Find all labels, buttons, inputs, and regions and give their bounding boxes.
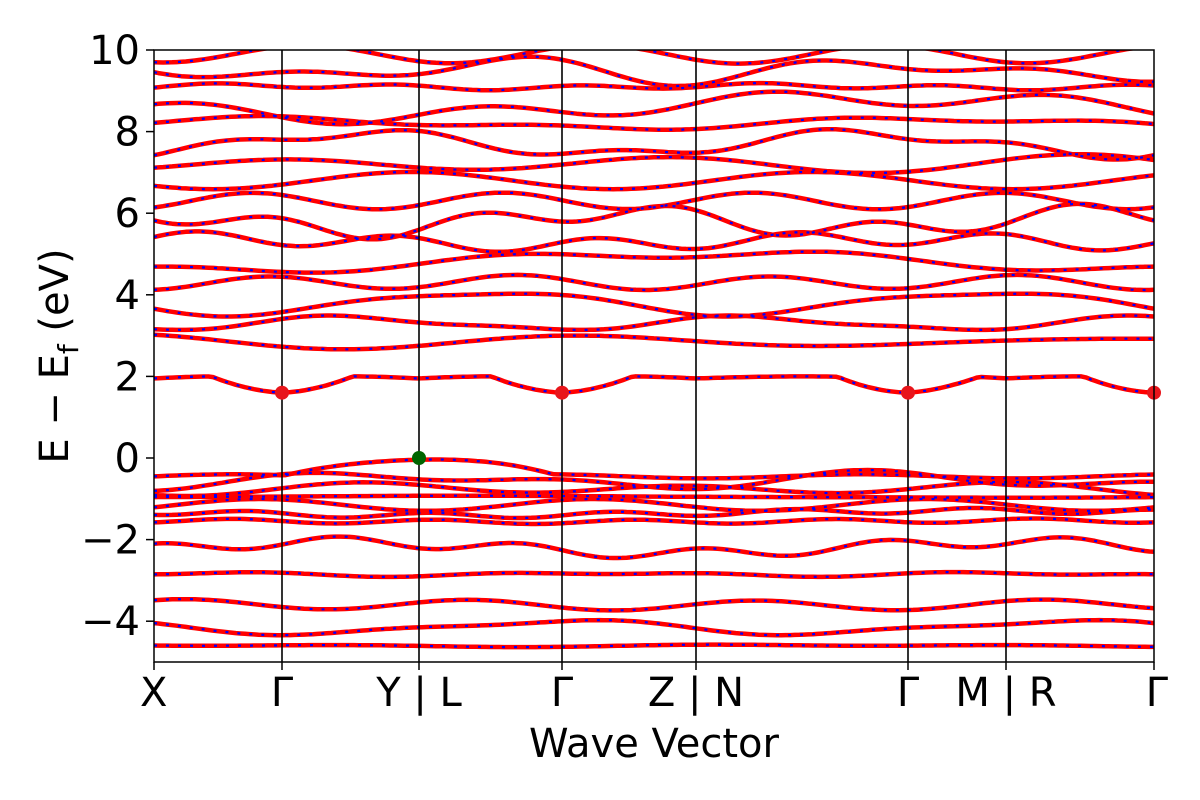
bands-layer [154,50,1154,650]
band-line [154,126,1154,162]
y-tick-label: 4 [115,273,140,319]
band-line [154,291,1154,319]
band-line [154,642,1154,650]
band-line-overlay [154,535,1154,560]
band-line-overlay [154,202,1154,241]
band-line-overlay [154,250,1154,274]
x-tick-label: Z | N [648,670,744,716]
y-tick-label: 10 [89,28,140,74]
band-line-overlay [154,55,1154,88]
band-line [154,152,1154,176]
band-line [154,169,1154,192]
y-axis-title-subscript: f [52,343,85,354]
y-axis-title-prefix: E − E [32,354,78,464]
x-tick-label: Γ [897,670,920,716]
y-axis-title-suffix: (eV) [32,248,78,344]
plot-frame [153,49,1155,663]
band-line [154,229,1154,255]
band-line [154,493,1154,500]
band-line-overlay [154,50,1129,65]
band-line-overlay [154,191,1154,211]
symmetry-lines [281,50,1007,662]
band-line [154,596,1154,613]
band-line [154,80,1154,93]
marker-cbm [555,385,569,400]
x-tick-label: Γ [551,670,574,716]
y-axis-title: E − Ef (eV) [32,248,85,463]
band-line [154,569,1154,580]
band-line [154,249,1154,275]
band-line-overlay [154,90,1154,126]
band-line [154,457,1154,481]
band-line [154,332,1154,352]
band-line [154,313,1154,333]
x-tick-label: M | R [955,670,1056,716]
extrema-markers [275,385,1161,465]
y-tick-label: 0 [115,436,140,482]
x-tick-label: X [140,670,167,716]
band-line [154,505,1154,521]
x-tick-label: Γ [1146,670,1169,716]
y-tick-label: −2 [81,518,140,564]
band-line [154,479,1154,499]
band-line-overlay [154,230,1154,253]
band-line-overlay [154,375,1154,394]
band-line [154,374,1154,395]
marker-vbm [412,451,426,465]
band-line-overlay [154,128,1154,161]
x-axis-ticks: X Γ Y | L Γ Z | N Γ M | R Γ [140,662,1169,716]
y-tick-label: −4 [81,599,140,645]
y-tick-label: 2 [115,354,140,400]
marker-cbm [275,385,289,400]
band-line [154,272,1154,293]
marker-cbm [901,385,915,400]
band-line [154,50,1137,66]
band-line [154,89,1154,127]
x-tick-label: Γ [271,670,294,716]
band-line [154,113,1154,132]
band-line [154,617,1154,638]
band-line [154,516,1154,527]
band-line [154,496,1154,514]
x-tick-label: Y | L [375,670,462,716]
x-axis-title: Wave Vector [529,721,780,767]
band-line-overlay [154,292,1154,318]
y-tick-label: 8 [115,110,140,156]
y-tick-label: 6 [115,191,140,237]
y-axis-ticks: −4 −2 0 2 4 6 8 10 [81,28,154,645]
